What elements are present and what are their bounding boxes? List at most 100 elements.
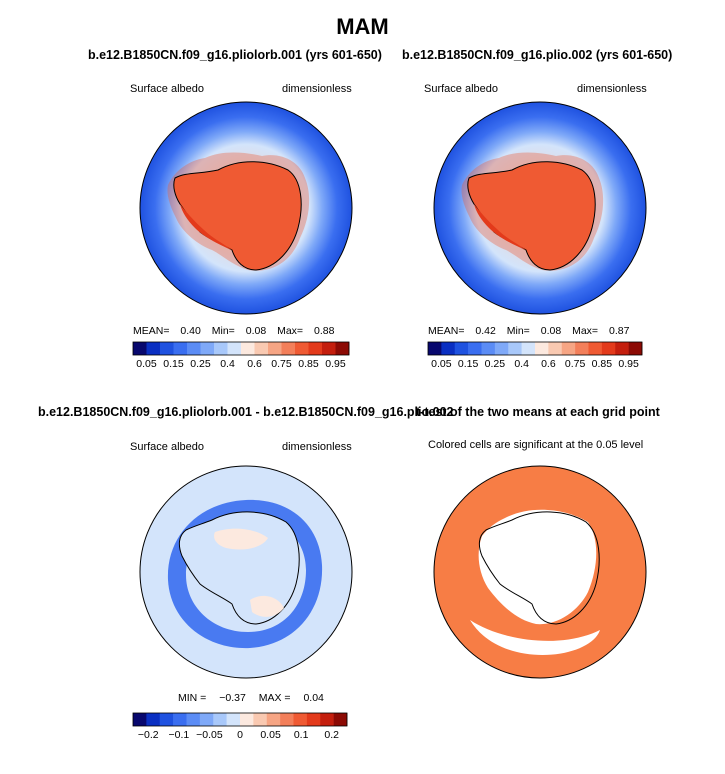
panel-4-title: t-test of the two means at each grid poi… — [416, 405, 660, 419]
min-label: Min= — [211, 325, 235, 337]
small-positive-patch — [250, 595, 284, 617]
colorbar-swatch — [266, 713, 281, 726]
max-value: 0.87 — [608, 325, 630, 337]
colorbar-tick-label: 0.1 — [294, 729, 309, 741]
colorbar-swatch — [214, 342, 228, 355]
colorbar-swatch — [588, 342, 603, 355]
colorbar-tick-label: 0.4 — [514, 358, 529, 370]
panel-2-stats: MEAN= 0.42 Min= 0.08 Max= 0.87 — [428, 325, 629, 337]
panel-2-colorbar: 0.05 0.15 0.25 0.4 0.6 0.75 0.85 0.95 — [427, 341, 643, 370]
panel-2-variable-label: Surface albedo — [424, 83, 498, 95]
colorbar-tick-label: 0.05 — [431, 358, 452, 370]
colorbar-tick-label: 0.15 — [458, 358, 479, 370]
panel-4-subtitle: Colored cells are significant at the 0.0… — [428, 439, 644, 451]
map-border — [139, 101, 353, 315]
min-value: −0.37 — [219, 692, 246, 704]
figure-title: MAM — [336, 14, 389, 39]
mean-label: MEAN= — [428, 325, 465, 337]
colorbar-swatch — [133, 342, 147, 355]
mean-value: 0.40 — [180, 325, 201, 337]
colorbar-swatch — [428, 342, 442, 355]
colorbar-swatch — [241, 342, 255, 355]
colorbar-swatch — [254, 342, 269, 355]
panel-1-variable-label: Surface albedo — [130, 83, 204, 95]
colorbar-swatch — [173, 713, 187, 726]
panel-2-units-label: dimensionless — [577, 83, 647, 95]
antarctica-land — [173, 161, 302, 271]
colorbar-swatch — [280, 713, 294, 726]
antarctica-land — [467, 161, 596, 271]
panel-2-map — [433, 101, 647, 315]
max-value: 0.88 — [313, 325, 335, 337]
panel-3-units-label: dimensionless — [282, 441, 352, 453]
colorbar-swatch — [468, 342, 482, 355]
colorbar-swatch — [548, 342, 563, 355]
colorbar-swatch — [226, 713, 241, 726]
colorbar-swatch — [186, 713, 201, 726]
colorbar-tick-label: 0 — [237, 729, 243, 741]
colorbar-swatch — [308, 342, 323, 355]
colorbar-swatch — [281, 342, 296, 355]
colorbar-tick-label: 0.15 — [163, 358, 184, 370]
panel-2-title: b.e12.B1850CN.f09_g16.plio.002 (yrs 601-… — [402, 48, 673, 62]
colorbar-tick-label: 0.05 — [260, 729, 281, 741]
colorbar-swatch — [628, 342, 643, 355]
colorbar-tick-label: 0.25 — [190, 358, 211, 370]
panel-3-stats: MIN = −0.37 MAX = 0.04 — [178, 692, 324, 704]
colorbar-swatch — [335, 342, 350, 355]
colorbar-swatch — [481, 342, 496, 355]
panel-3-map — [139, 465, 353, 679]
antarctica-outline — [478, 511, 600, 625]
min-label: MIN = — [178, 692, 207, 704]
colorbar-swatch — [159, 713, 174, 726]
colorbar-swatch — [494, 342, 509, 355]
colorbar-swatch — [454, 342, 469, 355]
map-border — [433, 465, 647, 679]
colorbar-swatch — [227, 342, 242, 355]
small-positive-patch — [214, 528, 268, 550]
colorbar-swatch — [199, 713, 214, 726]
mean-value: 0.42 — [475, 325, 496, 337]
colorbar-tick-label: 0.25 — [485, 358, 506, 370]
colorbar-tick-label: 0.4 — [220, 358, 235, 370]
panel-3-variable-label: Surface albedo — [130, 441, 204, 453]
non-significant-region — [470, 620, 600, 655]
colorbar-swatch — [240, 713, 254, 726]
panel-1-stats: MEAN= 0.40 Min= 0.08 Max= 0.88 — [133, 325, 334, 337]
colorbar-tick-label: −0.1 — [168, 729, 189, 741]
antarctica-outline — [178, 511, 300, 625]
colorbar-outline — [427, 341, 643, 356]
colorbar-swatch — [615, 342, 629, 355]
colorbar-swatch — [213, 713, 227, 726]
colorbar-swatch — [200, 342, 215, 355]
panel-1-colorbar: 0.05 0.15 0.25 0.4 0.6 0.75 0.85 0.95 — [132, 341, 350, 370]
min-label: Min= — [506, 325, 530, 337]
max-value: 0.04 — [303, 692, 324, 704]
panel-3-title: b.e12.B1850CN.f09_g16.pliolorb.001 - b.e… — [38, 405, 454, 419]
colorbar-swatch — [293, 713, 308, 726]
colorbar-tick-label: 0.6 — [247, 358, 262, 370]
colorbar-swatch — [320, 713, 334, 726]
colorbar-swatch — [601, 342, 616, 355]
non-significant-region — [478, 509, 597, 625]
colorbar-swatch — [187, 342, 201, 355]
colorbar-swatch — [333, 713, 348, 726]
colorbar-swatch — [575, 342, 589, 355]
colorbar-swatch — [268, 342, 282, 355]
colorbar-swatch — [133, 713, 147, 726]
colorbar-tick-label: −0.2 — [138, 729, 159, 741]
colorbar-swatch — [295, 342, 309, 355]
colorbar-tick-label: 0.95 — [618, 358, 639, 370]
colorbar-tick-label: −0.05 — [196, 729, 223, 741]
colorbar-tick-label: 0.85 — [592, 358, 613, 370]
colorbar-swatch — [146, 713, 161, 726]
colorbar-swatch — [508, 342, 522, 355]
max-label: Max= — [572, 325, 599, 337]
colorbar-tick-label: 0.75 — [271, 358, 292, 370]
colorbar-swatch — [160, 342, 174, 355]
colorbar-outline — [132, 341, 350, 356]
colorbar-swatch — [322, 342, 336, 355]
mean-label: MEAN= — [133, 325, 170, 337]
max-label: Max= — [277, 325, 304, 337]
